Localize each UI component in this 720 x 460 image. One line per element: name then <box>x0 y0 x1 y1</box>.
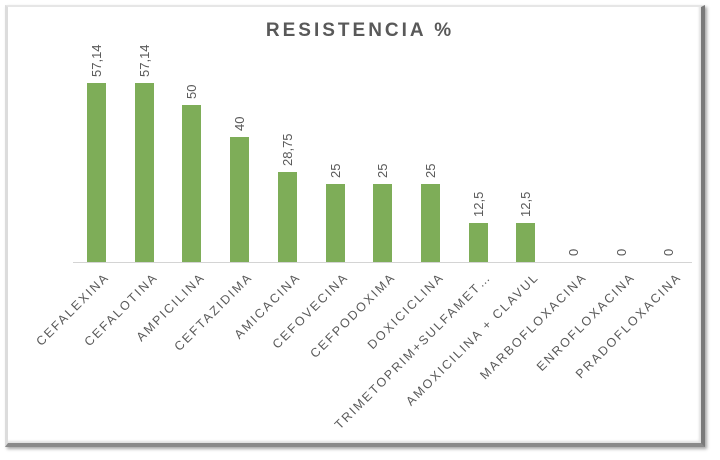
data-label: 40 <box>232 116 247 131</box>
data-label: 0 <box>614 248 629 256</box>
data-label: 50 <box>184 84 199 99</box>
bar <box>135 83 154 262</box>
data-label: 25 <box>375 163 390 178</box>
data-label: 0 <box>566 248 581 256</box>
bar <box>326 184 345 262</box>
bar <box>516 223 535 262</box>
chart-title: RESISTENCIA % <box>265 20 455 41</box>
bar <box>373 184 392 262</box>
chart-frame <box>5 5 705 447</box>
bar <box>421 184 440 262</box>
x-axis-line <box>73 262 692 263</box>
data-label: 12,5 <box>471 191 486 217</box>
bar <box>87 83 106 262</box>
data-label: 57,14 <box>89 44 104 77</box>
bar <box>230 137 249 262</box>
bar <box>469 223 488 262</box>
data-label: 25 <box>423 163 438 178</box>
bar <box>278 172 297 262</box>
data-label: 28,75 <box>280 133 295 166</box>
category-label: CEFPODOXIMA <box>307 270 399 361</box>
bar <box>182 105 201 262</box>
data-label: 57,14 <box>137 44 152 77</box>
data-label: 0 <box>661 248 676 256</box>
data-label: 12,5 <box>518 191 533 217</box>
data-label: 25 <box>328 163 343 178</box>
